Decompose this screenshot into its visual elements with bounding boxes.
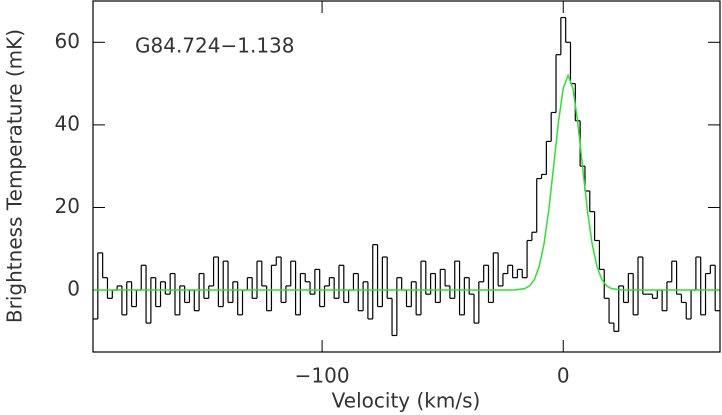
plot-frame — [92, 0, 721, 353]
y-tick-label: 40 — [55, 111, 80, 135]
fit-line — [93, 73, 720, 291]
y-axis-label: Brightness Temperature (mK) — [3, 29, 27, 323]
x-axis-label: Velocity (km/s) — [332, 389, 481, 413]
x-tick-label: −100 — [295, 364, 350, 388]
annotation: G84.724−1.138 — [135, 34, 295, 58]
y-tick-label: 60 — [55, 29, 80, 53]
y-tick-label: 0 — [67, 277, 80, 301]
y-tick-label: 20 — [55, 194, 80, 218]
x-tick-label: 0 — [557, 364, 570, 388]
